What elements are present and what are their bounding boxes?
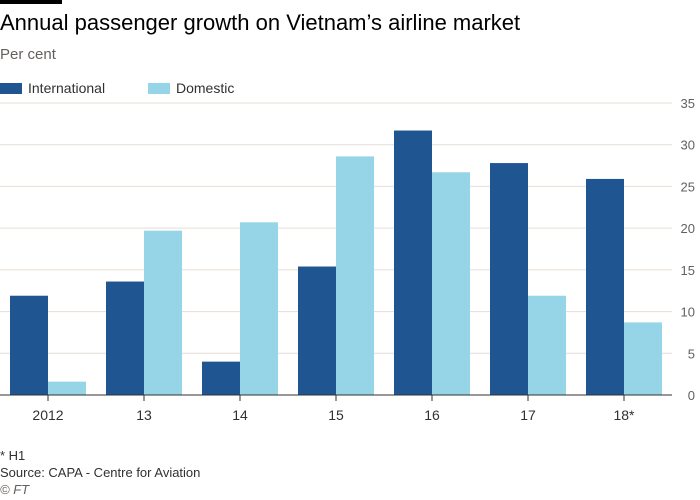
chart-title: Annual passenger growth on Vietnam’s air…	[0, 10, 521, 35]
footnotes: * H1 Source: CAPA - Centre for Aviation …	[0, 447, 200, 498]
chart-subtitle: Per cent	[0, 46, 56, 63]
x-tick-label: 14	[232, 407, 248, 423]
bar-domestic-13	[144, 230, 182, 395]
bar-international-14	[202, 361, 240, 395]
top-rule	[0, 0, 62, 4]
bar-international-17	[490, 163, 528, 395]
bar-domestic-16	[432, 172, 470, 395]
x-tick-label: 2012	[32, 407, 63, 423]
y-tick-label: 10	[681, 305, 695, 320]
bar-domestic-18	[624, 322, 662, 395]
y-tick-label: 15	[681, 263, 695, 278]
legend-swatch-domestic	[148, 82, 170, 94]
bar-international-15	[298, 266, 336, 395]
legend-label-international: International	[28, 80, 106, 96]
bar-international-13	[106, 281, 144, 395]
bar-domestic-17	[528, 295, 566, 395]
bar-international-2012	[10, 295, 48, 395]
legend-item-domestic: Domestic	[148, 80, 234, 96]
legend-item-international: International	[0, 80, 105, 96]
x-tick-label: 18*	[613, 407, 635, 423]
y-tick-label: 20	[681, 221, 695, 236]
bar-international-18	[586, 178, 624, 395]
source-note: Source: CAPA - Centre for Aviation	[0, 465, 201, 480]
y-tick-label: 5	[688, 346, 695, 361]
bar-international-16	[394, 130, 432, 395]
x-tick-label: 16	[424, 407, 440, 423]
x-tick-label: 13	[136, 407, 152, 423]
x-tick-label: 15	[328, 407, 344, 423]
bar-domestic-15	[336, 156, 374, 395]
y-tick-label: 0	[688, 388, 695, 403]
legend-swatch-international	[0, 82, 22, 94]
y-tick-label: 25	[681, 179, 695, 194]
footnote-h1: * H1	[0, 448, 26, 463]
x-tick-label: 17	[520, 407, 536, 423]
bar-domestic-2012	[48, 381, 86, 395]
y-tick-label: 30	[681, 138, 695, 153]
y-tick-label: 35	[681, 96, 695, 111]
bar-domestic-14	[240, 222, 278, 395]
legend-label-domestic: Domestic	[176, 80, 235, 96]
ft-credit: © FT	[0, 482, 30, 497]
